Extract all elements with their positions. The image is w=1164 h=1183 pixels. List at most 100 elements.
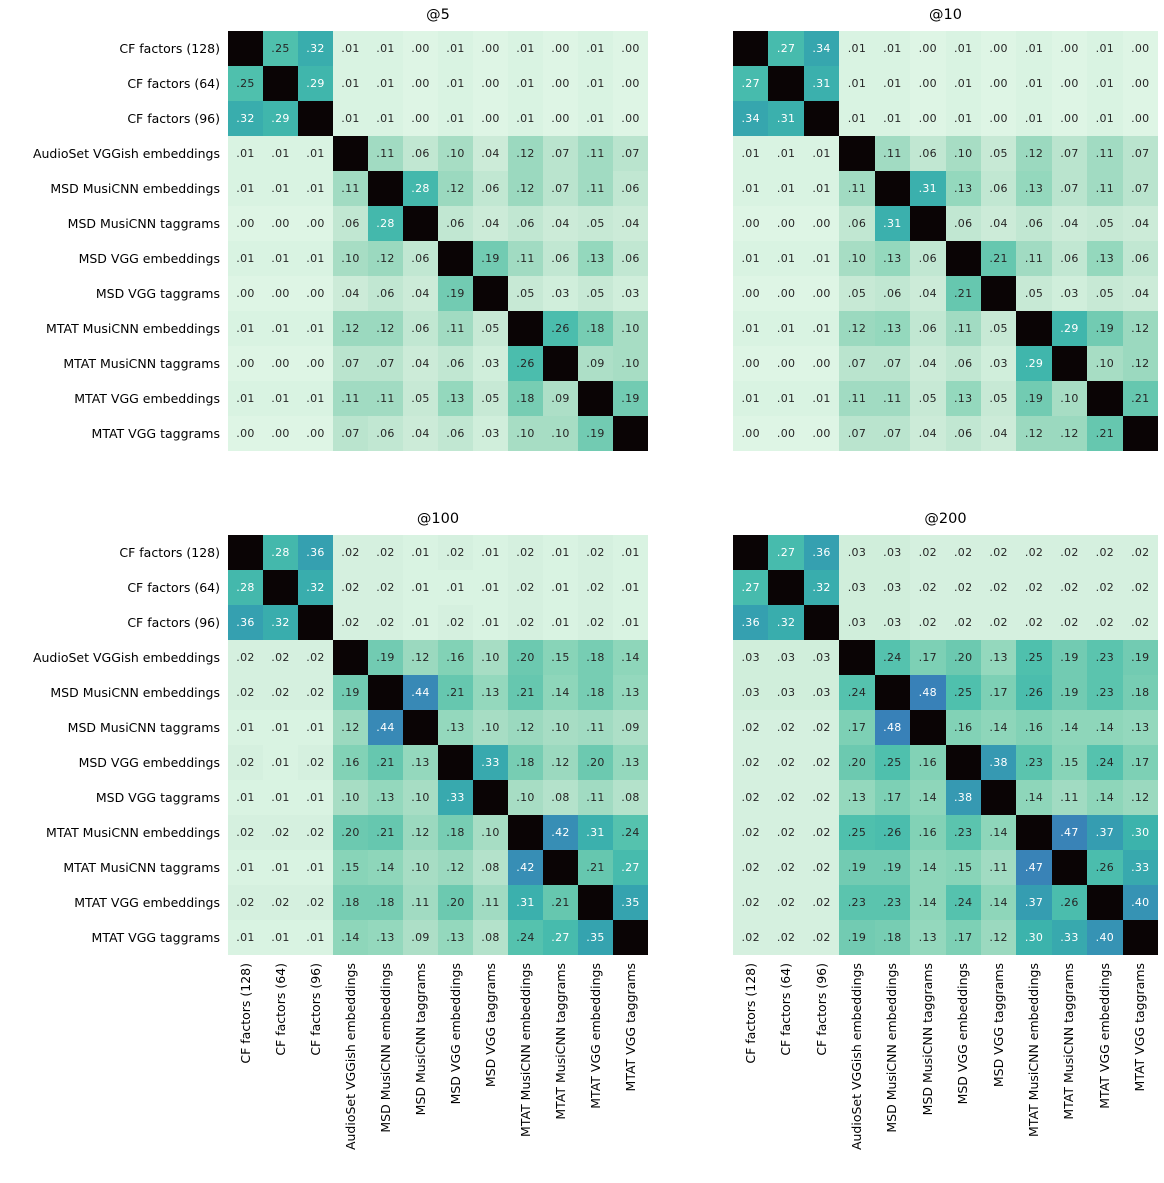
heatmap-cell: .14 (333, 920, 368, 955)
heatmap-cell: .00 (910, 31, 946, 66)
heatmap-cell: .01 (945, 101, 981, 136)
heatmap-cell: .35 (613, 885, 648, 920)
heatmap-cell: .05 (980, 381, 1017, 416)
heatmap-cell: .02 (1051, 605, 1088, 640)
heatmap-cell: .01 (228, 311, 263, 346)
heatmap-cell: .01 (768, 381, 804, 416)
heatmap-cell: .01 (803, 381, 840, 416)
heatmap-cell: .00 (1051, 66, 1088, 101)
heatmap-cell: .06 (910, 241, 946, 276)
heatmap-cell: .00 (803, 346, 840, 381)
heatmap-cell-diagonal (298, 101, 333, 136)
heatmap-cell: .02 (768, 710, 804, 745)
heatmap-cell-diagonal (1122, 416, 1158, 451)
heatmap-cell: .02 (803, 920, 840, 955)
heatmap-cell: .02 (803, 710, 840, 745)
heatmap-cell: .19 (578, 416, 613, 451)
heatmap-cell: .02 (228, 885, 263, 920)
heatmap-cell: .12 (438, 171, 473, 206)
heatmap-cell: .13 (613, 675, 648, 710)
heatmap-cell: .19 (473, 241, 508, 276)
heatmap-at200: .27.36.03.03.02.02.02.02.02.02.02.27.32.… (733, 535, 1158, 955)
heatmap-cell-diagonal (333, 136, 368, 171)
heatmap-cell: .02 (803, 780, 840, 815)
heatmap-cell-diagonal (438, 745, 473, 780)
heatmap-cell: .03 (1051, 276, 1088, 311)
heatmap-cell: .12 (1051, 416, 1088, 451)
heatmap-cell: .02 (945, 570, 981, 605)
heatmap-cell: .31 (508, 885, 543, 920)
heatmap-cell: .01 (543, 535, 578, 570)
heatmap-cell: .20 (438, 885, 473, 920)
heatmap-cell: .18 (333, 885, 368, 920)
heatmap-cell-diagonal (438, 241, 473, 276)
heatmap-cell: .00 (543, 101, 578, 136)
heatmap-cell: .11 (874, 136, 911, 171)
heatmap-cell: .04 (910, 276, 946, 311)
heatmap-cell-diagonal (768, 570, 804, 605)
heatmap-cell: .15 (945, 850, 981, 885)
heatmap-cell: .03 (839, 570, 875, 605)
heatmap-cell: .01 (228, 710, 263, 745)
heatmap-cell: .48 (874, 710, 911, 745)
heatmap-cell: .19 (1051, 675, 1088, 710)
heatmap-cell-diagonal (980, 276, 1017, 311)
heatmap-cell: .01 (945, 66, 981, 101)
heatmap-cell: .06 (613, 171, 648, 206)
heatmap-cell: .00 (1122, 101, 1158, 136)
heatmap-cell: .04 (1051, 206, 1088, 241)
heatmap-cell: .01 (733, 171, 769, 206)
heatmap-cell: .01 (613, 535, 648, 570)
heatmap-cell: .33 (473, 745, 508, 780)
col-label: CF factors (64) (272, 963, 288, 1056)
heatmap-cell: .23 (839, 885, 875, 920)
heatmap-cell: .27 (543, 920, 578, 955)
heatmap-cell: .13 (613, 745, 648, 780)
heatmap-cell: .13 (839, 780, 875, 815)
heatmap-cell: .13 (578, 241, 613, 276)
row-label: MTAT VGG taggrams (91, 930, 220, 945)
col-label: MSD VGG taggrams (482, 963, 498, 1088)
heatmap-cell: .15 (333, 850, 368, 885)
heatmap-cell: .02 (1016, 605, 1052, 640)
heatmap-cell: .12 (1122, 311, 1158, 346)
heatmap-cell: .02 (228, 675, 263, 710)
heatmap-cell: .01 (298, 710, 333, 745)
heatmap-cell: .08 (543, 780, 578, 815)
heatmap-cell: .01 (228, 171, 263, 206)
heatmap-cell: .00 (543, 66, 578, 101)
heatmap-cell: .00 (733, 416, 769, 451)
heatmap-cell: .20 (578, 745, 613, 780)
heatmap-cell: .00 (403, 101, 438, 136)
heatmap-cell-diagonal (733, 31, 769, 66)
heatmap-cell: .00 (803, 416, 840, 451)
heatmap-cell: .27 (733, 66, 769, 101)
heatmap-cell: .02 (298, 640, 333, 675)
heatmap-cell: .04 (1122, 206, 1158, 241)
heatmap-cell: .01 (333, 101, 368, 136)
heatmap-cell: .01 (508, 66, 543, 101)
heatmap-cell: .36 (298, 535, 333, 570)
heatmap-cell: .02 (1087, 570, 1123, 605)
heatmap-cell: .31 (803, 66, 840, 101)
heatmap-cell: .06 (438, 416, 473, 451)
col-label: MSD VGG taggrams (990, 963, 1006, 1088)
heatmap-cell: .01 (768, 171, 804, 206)
col-label: CF factors (128) (237, 963, 253, 1064)
heatmap-cell: .01 (368, 101, 403, 136)
heatmap-cell: .21 (1122, 381, 1158, 416)
heatmap-cell: .02 (1016, 535, 1052, 570)
heatmap-cell: .00 (768, 416, 804, 451)
heatmap-cell-diagonal (473, 276, 508, 311)
heatmap-cell: .03 (733, 675, 769, 710)
heatmap-cell: .03 (803, 675, 840, 710)
heatmap-cell: .07 (874, 416, 911, 451)
heatmap-cell: .02 (980, 570, 1017, 605)
heatmap-cell: .11 (578, 171, 613, 206)
heatmap-cell: .06 (874, 276, 911, 311)
heatmap-cell: .06 (1051, 241, 1088, 276)
heatmap-cell: .02 (733, 780, 769, 815)
heatmap-cell: .04 (333, 276, 368, 311)
heatmap-cell: .29 (1051, 311, 1088, 346)
col-label: MSD MusiCNN embeddings (377, 963, 393, 1133)
